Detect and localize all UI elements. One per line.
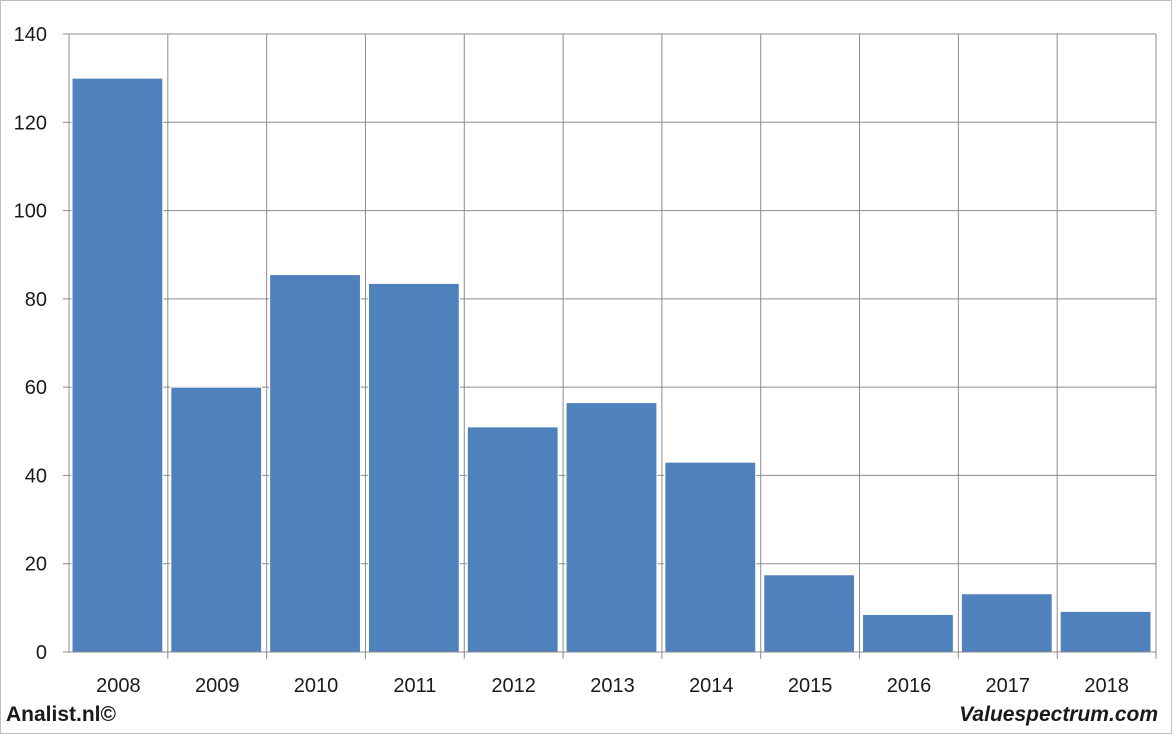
x-tick-label: 2008 xyxy=(96,675,141,697)
x-tick-label: 2016 xyxy=(887,675,932,697)
x-tick-label: 2013 xyxy=(590,675,635,697)
bar-2013 xyxy=(565,402,658,653)
bar-2008 xyxy=(71,77,164,653)
bar-2010 xyxy=(269,274,361,653)
x-tick-label: 2017 xyxy=(986,675,1031,697)
x-tick-labels: 2008 2009 2010 2011 2012 2013 2014 2015 2016 2017… xyxy=(96,675,1129,697)
x-tick-label: 2009 xyxy=(195,675,240,697)
x-tick-label: 2014 xyxy=(689,675,734,697)
footer-credit-left: Analist.nl© xyxy=(6,703,116,726)
footer-credit-right: Valuespectrum.com xyxy=(959,703,1158,726)
y-tick-labels: 0 20 40 60 80 100 120 140 xyxy=(14,24,47,664)
x-tick-label: 2015 xyxy=(788,675,833,697)
y-tick-label: 20 xyxy=(25,554,47,576)
axes xyxy=(63,33,1157,659)
bar-2015 xyxy=(763,574,856,653)
y-tick-label: 140 xyxy=(14,24,47,46)
y-tick-label: 40 xyxy=(25,465,47,487)
bars xyxy=(71,77,1152,653)
bar-2016 xyxy=(862,613,954,653)
x-tick-label: 2011 xyxy=(393,675,436,697)
y-tick-label: 60 xyxy=(25,377,47,399)
bar-2011 xyxy=(367,282,460,653)
bar-2009 xyxy=(170,386,263,653)
y-tick-label: 80 xyxy=(25,289,47,311)
bar-2018 xyxy=(1059,610,1152,653)
x-tick-label: 2010 xyxy=(294,675,339,697)
y-tick-label: 0 xyxy=(36,642,47,664)
bar-2014 xyxy=(664,461,757,653)
x-tick-label: 2012 xyxy=(491,675,536,697)
y-tick-label: 120 xyxy=(14,112,47,134)
y-tick-label: 100 xyxy=(14,201,47,223)
bar-2012 xyxy=(466,426,559,653)
x-tick-label: 2018 xyxy=(1084,675,1129,697)
bar-2017 xyxy=(960,593,1053,653)
